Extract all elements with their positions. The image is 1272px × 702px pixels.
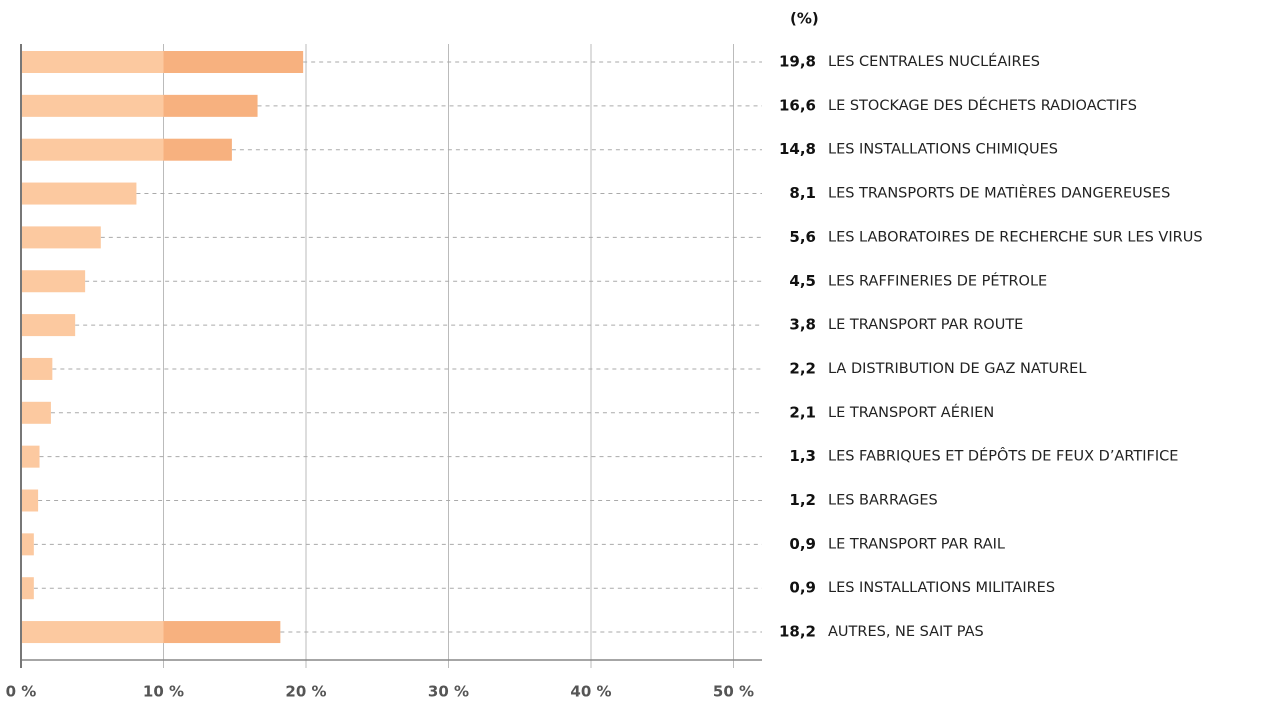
category-label: LES INSTALLATIONS MILITAIRES [828,580,1055,596]
bar [21,357,53,380]
bar [21,621,281,644]
category-label: LES BARRAGES [828,493,938,509]
x-tick-label: 0 % [6,683,37,701]
value-label: 2,1 [789,403,816,421]
bar [21,94,258,117]
category-label: LES RAFFINERIES DE PÉTROLE [828,272,1047,289]
value-label: 19,8 [779,53,816,71]
category-label: LE TRANSPORT PAR RAIL [828,536,1005,552]
bar [21,51,304,73]
bar [21,226,101,249]
value-label: 0,9 [789,579,816,597]
category-label: LA DISTRIBUTION DE GAZ NATUREL [828,361,1086,377]
value-label: 16,6 [779,96,816,114]
bar [21,445,40,468]
bar [21,182,137,205]
category-label: LES LABORATOIRES DE RECHERCHE SUR LES VI… [828,229,1203,245]
x-tick-label: 30 % [428,683,469,701]
value-label: 14,8 [779,140,816,158]
category-label: LES TRANSPORTS DE MATIÈRES DANGEREUSES [828,185,1170,202]
category-label: LE TRANSPORT AÉRIEN [828,404,994,421]
value-label: 8,1 [789,184,816,202]
bar [21,533,34,556]
bar [21,401,51,424]
category-label: LE TRANSPORT PAR ROUTE [828,317,1023,333]
x-tick-label: 10 % [143,683,184,701]
value-label: 1,3 [789,447,816,465]
category-label: LES INSTALLATIONS CHIMIQUES [828,142,1058,158]
x-tick-label: 50 % [713,683,754,701]
category-label: LE STOCKAGE DES DÉCHETS RADIOACTIFS [828,97,1137,114]
value-label: 5,6 [789,228,816,246]
value-label: 3,8 [789,316,816,334]
category-label: LES FABRIQUES ET DÉPÔTS DE FEUX D’ARTIFI… [828,447,1178,465]
bar [21,489,39,512]
value-label: 18,2 [779,623,816,641]
x-tick-label: 40 % [570,683,611,701]
unit-label: (%) [790,10,819,28]
category-label: LES CENTRALES NUCLÉAIRES [828,53,1040,70]
value-label: 1,2 [789,491,816,509]
value-label: 0,9 [789,535,816,553]
bar [21,314,76,337]
value-label: 4,5 [789,272,816,290]
bar [21,577,34,600]
category-label: AUTRES, NE SAIT PAS [828,624,984,640]
bar [21,138,232,161]
bar [21,270,86,293]
value-label: 2,2 [789,359,816,377]
x-tick-label: 20 % [285,683,326,701]
